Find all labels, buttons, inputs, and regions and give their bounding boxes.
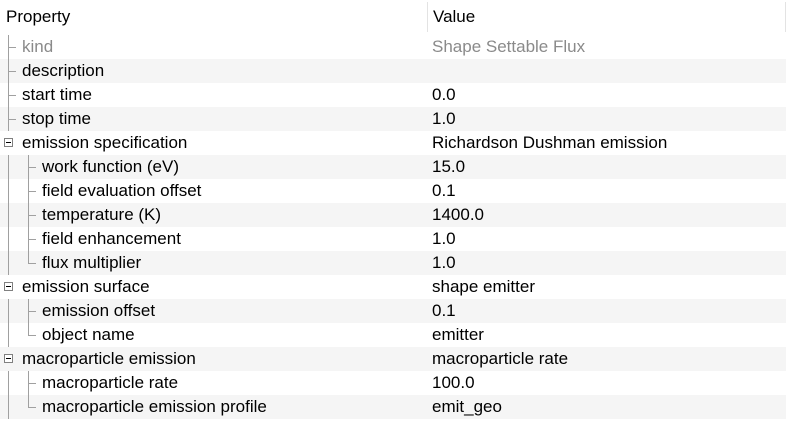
property-label: temperature (K)	[42, 205, 162, 224]
property-value[interactable]: 1.0	[432, 109, 456, 128]
property-row[interactable]: description	[0, 59, 786, 83]
property-row[interactable]: stop time 1.0	[0, 107, 786, 131]
tree-line	[28, 395, 29, 407]
group-row[interactable]: macroparticle emission macroparticle rate	[0, 347, 786, 371]
property-value[interactable]: 0.0	[432, 85, 456, 104]
group-row[interactable]: emission specification Richardson Dushman…	[0, 131, 786, 155]
property-label: flux multiplier	[42, 253, 142, 272]
tree-line	[28, 251, 29, 263]
property-value[interactable]: shape emitter	[432, 277, 535, 296]
tree-line	[28, 191, 36, 192]
property-label: emission offset	[42, 301, 156, 320]
tree-line	[28, 335, 36, 336]
property-label: macroparticle emission profile	[42, 397, 267, 416]
tree-line	[28, 263, 36, 264]
collapse-icon[interactable]	[4, 282, 13, 291]
property-rows: kind Shape Settable Flux description start …	[0, 35, 786, 419]
property-row[interactable]: macroparticle emission profile emit_geo	[0, 395, 786, 419]
property-label: field enhancement	[42, 229, 181, 248]
tree-line	[8, 203, 9, 227]
tree-line	[8, 119, 16, 120]
property-value[interactable]: emitter	[432, 325, 484, 344]
tree-line	[8, 179, 9, 203]
tree-line	[28, 407, 36, 408]
tree-line	[8, 47, 16, 48]
property-value[interactable]: Richardson Dushman emission	[432, 133, 668, 152]
property-value[interactable]: 0.1	[432, 181, 456, 200]
tree-line	[28, 383, 36, 384]
tree-line	[28, 323, 29, 335]
property-value[interactable]: 15.0	[432, 157, 466, 176]
tree-line	[8, 323, 9, 347]
property-label: work function (eV)	[42, 157, 179, 176]
property-label: emission specification	[22, 133, 188, 152]
grid-header: Property Value	[0, 0, 786, 34]
property-label: description	[22, 61, 105, 80]
property-label: macroparticle rate	[42, 373, 179, 392]
property-value[interactable]: 1400.0	[432, 205, 484, 224]
property-label: start time	[22, 85, 92, 104]
property-row[interactable]: kind Shape Settable Flux	[0, 35, 786, 59]
collapse-icon[interactable]	[4, 354, 13, 363]
property-row[interactable]: macroparticle rate 100.0	[0, 371, 786, 395]
tree-line	[8, 71, 16, 72]
property-value[interactable]: 0.1	[432, 301, 456, 320]
property-label: object name	[42, 325, 135, 344]
tree-line	[8, 227, 9, 251]
tree-line	[8, 251, 9, 275]
column-header-value[interactable]: Value	[433, 7, 476, 26]
property-label: field evaluation offset	[42, 181, 202, 200]
tree-line	[28, 311, 36, 312]
column-header-property[interactable]: Property	[6, 7, 71, 26]
tree-line	[8, 155, 9, 179]
property-value[interactable]: emit_geo	[432, 397, 502, 416]
property-value[interactable]: 1.0	[432, 229, 456, 248]
property-row[interactable]: start time 0.0	[0, 83, 786, 107]
property-row[interactable]: field evaluation offset 0.1	[0, 179, 786, 203]
property-value[interactable]: 100.0	[432, 373, 475, 392]
tree-line	[28, 239, 36, 240]
tree-line	[8, 95, 16, 96]
tree-line	[8, 299, 9, 323]
column-divider[interactable]	[427, 2, 428, 32]
property-value[interactable]: 1.0	[432, 253, 456, 272]
property-row[interactable]: field enhancement 1.0	[0, 227, 786, 251]
property-row[interactable]: flux multiplier 1.0	[0, 251, 786, 275]
group-row[interactable]: emission surface shape emitter	[0, 275, 786, 299]
property-label: macroparticle emission	[22, 349, 196, 368]
tree-line	[8, 395, 9, 419]
tree-line	[28, 215, 36, 216]
property-row[interactable]: object name emitter	[0, 323, 786, 347]
property-value[interactable]: Shape Settable Flux	[432, 37, 586, 56]
property-label: stop time	[22, 109, 91, 128]
property-row[interactable]: temperature (K) 1400.0	[0, 203, 786, 227]
tree-line	[28, 167, 36, 168]
collapse-icon[interactable]	[4, 138, 13, 147]
property-row[interactable]: work function (eV) 15.0	[0, 155, 786, 179]
property-label: emission surface	[22, 277, 150, 296]
property-row[interactable]: emission offset 0.1	[0, 299, 786, 323]
property-label: kind	[22, 37, 54, 56]
property-value[interactable]: macroparticle rate	[432, 349, 569, 368]
tree-line	[8, 371, 9, 395]
